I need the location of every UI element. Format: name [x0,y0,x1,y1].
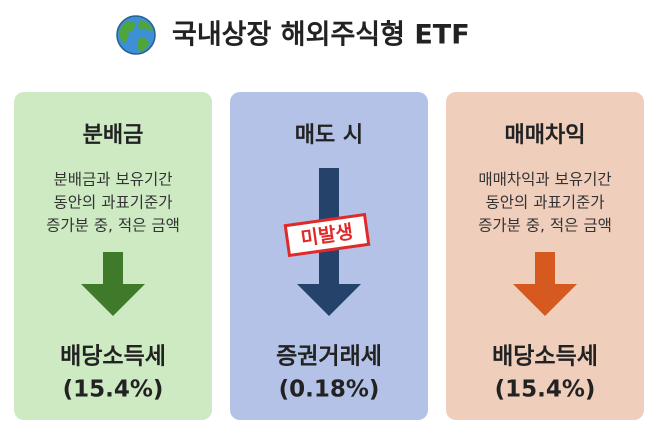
tax-rate: (0.18%) [279,377,380,403]
stamp-box [283,212,371,258]
tax-rate: (15.4%) [495,377,596,403]
card-description: 분배금과 보유기간 [53,171,172,189]
tax-name: 배당소득세 [492,344,598,370]
card-heading: 분배금 [83,123,144,148]
globe-icon [116,15,156,55]
card-description: 동안의 과표기준가 [53,194,172,212]
arrow [513,252,577,316]
card-heading: 매매차익 [505,123,586,148]
title: 국내상장 해외주식형 ETF [172,20,470,51]
stamp: 미발생 [283,212,371,258]
card-heading: 매도 시 [295,123,363,148]
card-description: 동안의 과표기준가 [485,194,604,212]
arrow [81,252,145,316]
tax-name: 증권거래세 [276,344,382,370]
tax-rate: (15.4%) [63,377,164,403]
card-description: 매매차익과 보유기간 [478,171,611,189]
card-description: 증가분 중, 적은 금액 [478,217,612,235]
tax-name: 배당소득세 [60,344,166,370]
card-description: 증가분 중, 적은 금액 [46,217,180,235]
